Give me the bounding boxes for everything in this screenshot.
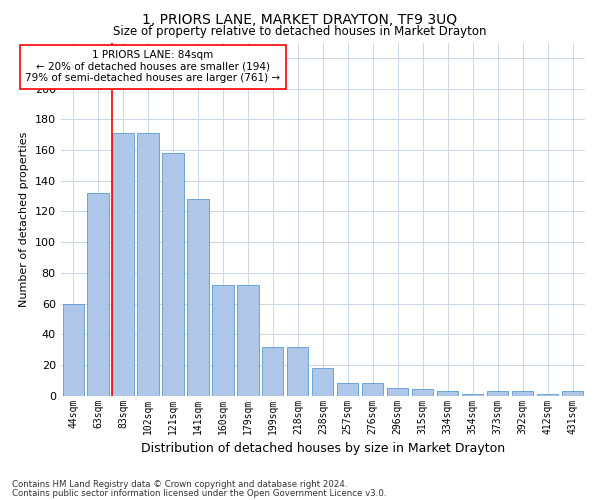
Bar — [412, 390, 433, 396]
Text: Size of property relative to detached houses in Market Drayton: Size of property relative to detached ho… — [113, 25, 487, 38]
Bar — [212, 285, 233, 396]
Text: Contains public sector information licensed under the Open Government Licence v3: Contains public sector information licen… — [12, 488, 386, 498]
Bar — [62, 304, 84, 396]
Bar — [112, 133, 134, 396]
Bar — [337, 384, 358, 396]
Bar — [437, 391, 458, 396]
Bar — [512, 391, 533, 396]
Bar — [262, 346, 283, 396]
Bar — [362, 384, 383, 396]
Bar — [562, 391, 583, 396]
Text: Contains HM Land Registry data © Crown copyright and database right 2024.: Contains HM Land Registry data © Crown c… — [12, 480, 347, 489]
Y-axis label: Number of detached properties: Number of detached properties — [19, 132, 29, 307]
Bar — [537, 394, 558, 396]
Bar — [237, 285, 259, 396]
Bar — [387, 388, 409, 396]
Text: 1 PRIORS LANE: 84sqm
← 20% of detached houses are smaller (194)
79% of semi-deta: 1 PRIORS LANE: 84sqm ← 20% of detached h… — [25, 50, 281, 84]
Bar — [312, 368, 334, 396]
Bar — [88, 193, 109, 396]
Bar — [487, 391, 508, 396]
Bar — [163, 153, 184, 396]
Text: 1, PRIORS LANE, MARKET DRAYTON, TF9 3UQ: 1, PRIORS LANE, MARKET DRAYTON, TF9 3UQ — [142, 12, 458, 26]
Bar — [462, 394, 483, 396]
Bar — [187, 199, 209, 396]
Bar — [287, 346, 308, 396]
X-axis label: Distribution of detached houses by size in Market Drayton: Distribution of detached houses by size … — [141, 442, 505, 455]
Bar — [137, 133, 158, 396]
